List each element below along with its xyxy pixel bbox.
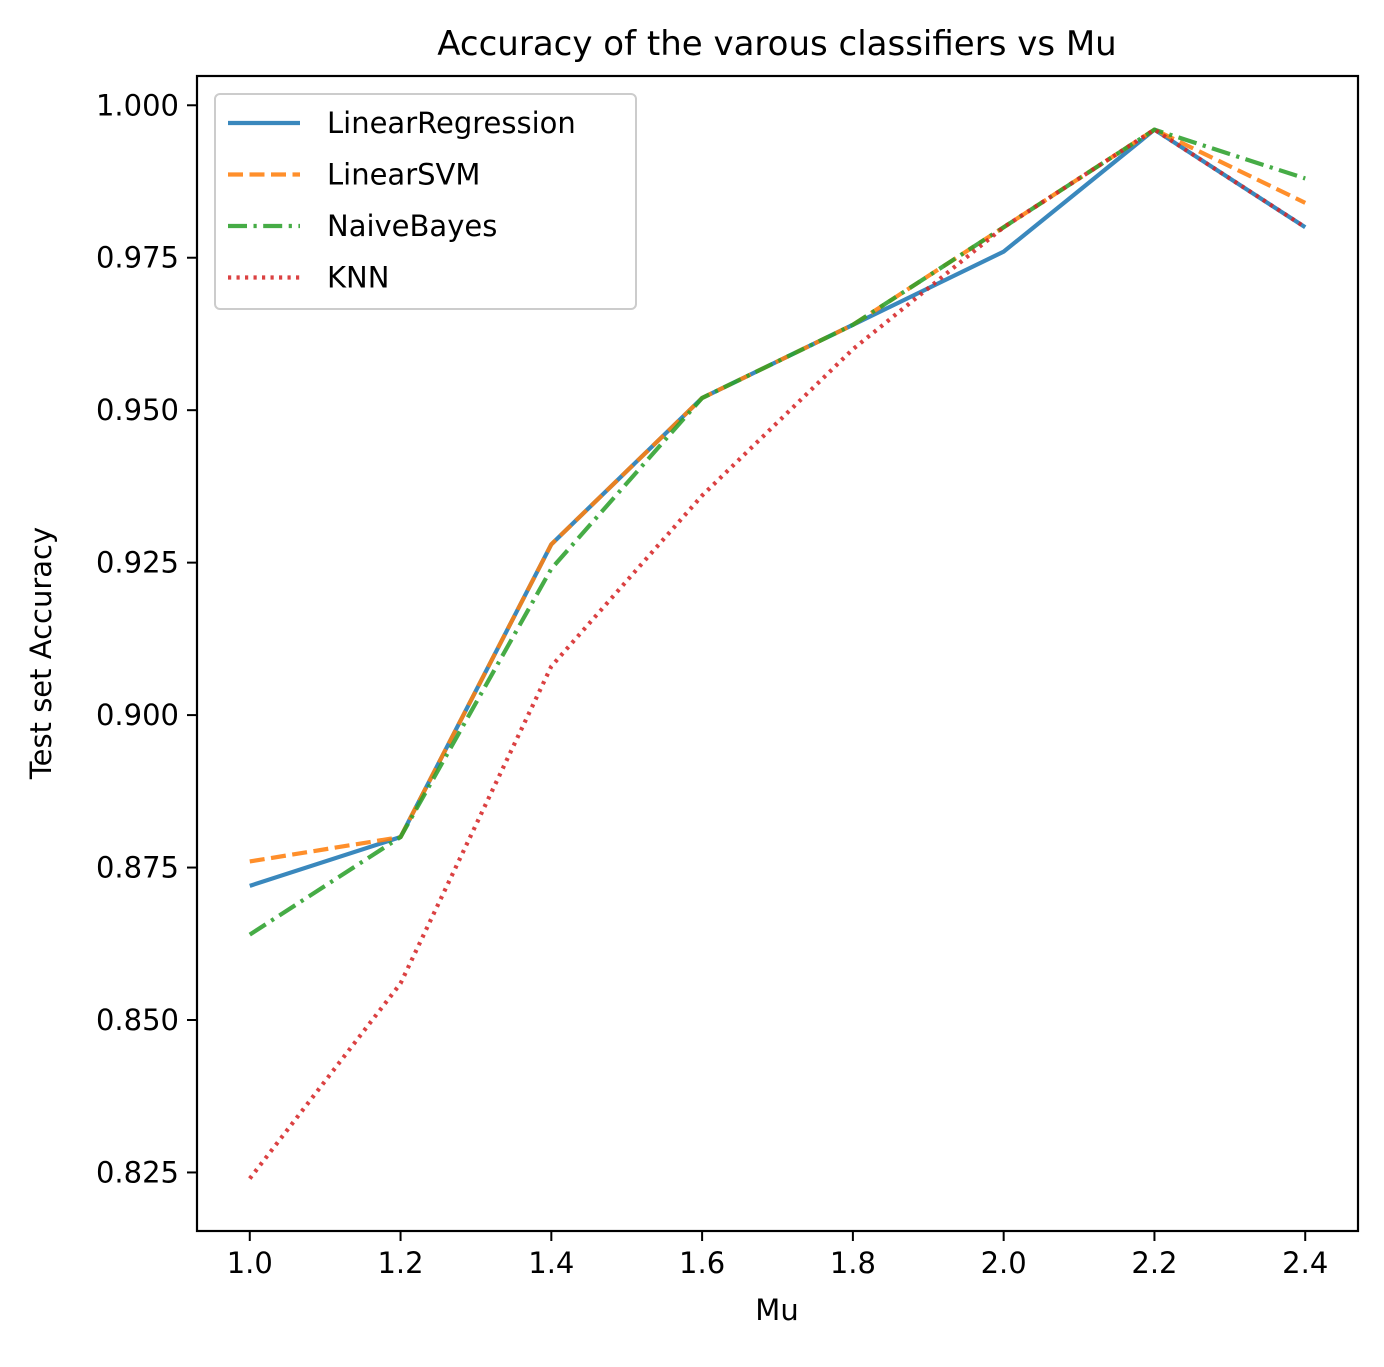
legend-label-linearsvm: LinearSVM [327, 158, 480, 192]
y-tick-label: 0.900 [96, 698, 179, 732]
x-axis: 1.0 1.2 1.4 1.6 1.8 2.0 2.2 2.4 [227, 1231, 1328, 1280]
y-tick-label: 1.000 [96, 88, 179, 122]
legend-label-knn: KNN [327, 261, 389, 295]
y-tick-label: 0.850 [96, 1003, 179, 1037]
y-tick-label: 0.975 [96, 241, 179, 275]
legend-box [214, 93, 637, 310]
x-tick-label: 1.4 [528, 1246, 574, 1280]
x-tick-label: 1.8 [830, 1246, 876, 1280]
legend: LinearRegression LinearSVM NaiveBayes KNN [214, 93, 637, 310]
x-tick-label: 1.6 [679, 1246, 725, 1280]
y-axis-label: Test set Accuracy [24, 527, 58, 780]
series-layer [248, 127, 1307, 1180]
y-tick-label: 0.925 [96, 546, 179, 580]
y-axis: 0.825 0.850 0.875 0.900 0.925 0.950 0.975 1.000 [96, 88, 197, 1189]
plot-frame [195, 74, 1360, 1233]
y-tick-label: 0.950 [96, 393, 179, 427]
x-tick-label: 2.4 [1282, 1246, 1328, 1280]
y-tick-label: 0.875 [96, 851, 179, 885]
x-tick-label: 1.2 [377, 1246, 423, 1280]
x-axis-label: Mu [755, 1293, 798, 1327]
x-tick-label: 2.0 [981, 1246, 1027, 1280]
x-tick-label: 1.0 [227, 1246, 273, 1280]
y-tick-label: 0.825 [96, 1155, 179, 1189]
x-tick-label: 2.2 [1131, 1246, 1177, 1280]
legend-label-naivebayes: NaiveBayes [327, 209, 497, 243]
legend-label-linearregression: LinearRegression [327, 106, 576, 140]
series-line-knn [248, 127, 1307, 1180]
chart-title: Accuracy of the varous classifiers vs Mu [437, 24, 1117, 64]
